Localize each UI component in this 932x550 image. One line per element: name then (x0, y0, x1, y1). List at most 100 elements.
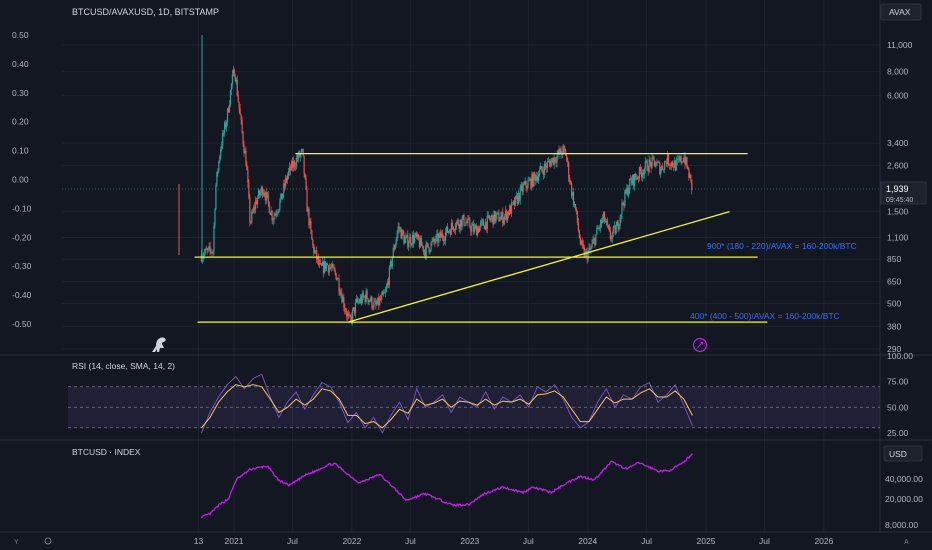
candle-body (238, 101, 240, 109)
candle-body (546, 161, 548, 168)
candle-body (548, 161, 550, 163)
price-pane[interactable] (62, 35, 880, 326)
candle-body (484, 221, 486, 230)
candle-body (496, 212, 498, 216)
candle-body (269, 212, 271, 215)
bottom-label-a[interactable]: A (904, 539, 909, 546)
bottom-label-y[interactable]: Y (14, 539, 19, 546)
candle-body (685, 157, 687, 165)
candle-body (607, 225, 610, 228)
left-percent-axis[interactable]: 0.50 0.40 0.30 0.20 0.10 0.00 -0.10 -0.20 -0.30 -… (12, 30, 32, 329)
candle-body (562, 146, 564, 156)
right-price-axis[interactable]: AVAX 11,000 8,000 6,000 3,400 2,600 1,500 1,10… (879, 0, 922, 532)
candle-body (591, 243, 593, 248)
time-tick-label: 2022 (342, 536, 361, 546)
candle-body (214, 209, 216, 226)
usd-label[interactable]: USD (889, 449, 907, 459)
candle-body (295, 158, 297, 167)
candle-body (655, 165, 657, 167)
annotation-400[interactable]: 400* (400 - 500)/AVAX = 160-200k/BTC (690, 311, 840, 321)
candle-body (501, 212, 503, 217)
rocket-event-icon[interactable] (692, 337, 708, 353)
candle-body (576, 210, 579, 223)
candle-body (690, 174, 692, 180)
candle-body (396, 232, 398, 240)
candle-body (679, 156, 681, 161)
candle-body (571, 192, 574, 196)
candle-body (672, 165, 674, 168)
candle-body (311, 230, 313, 240)
candle-body (300, 150, 302, 155)
candle-body (624, 190, 626, 206)
candle-body (372, 307, 374, 309)
index-pane[interactable]: 40,000.00 20,000.00 8,000.00 (200, 453, 923, 530)
candle-body (235, 79, 237, 82)
candle-body (572, 192, 575, 206)
candle-body (590, 247, 592, 250)
candle-body (387, 281, 390, 285)
price-tick-label: 380 (887, 321, 901, 331)
candle-body (440, 232, 442, 238)
price-scale-label[interactable]: AVAX (889, 7, 911, 17)
candle-body (220, 148, 222, 157)
candle-body (342, 297, 344, 303)
price-tick-label: 650 (887, 277, 901, 287)
candle-body (366, 290, 368, 299)
candle-body (470, 227, 472, 232)
time-axis[interactable]: 13 2021 Jul 2022 Jul 2023 Jul 2024 Jul 2025 Jul 202… (194, 536, 834, 546)
trendlines[interactable] (194, 152, 768, 323)
candle-body (640, 171, 642, 177)
candle-body (333, 267, 335, 270)
candle-body (367, 298, 369, 303)
candle-body (365, 290, 367, 302)
percent-tick-label: 0.00 (12, 175, 29, 185)
candle-body (476, 225, 478, 236)
candle-body (326, 263, 328, 266)
bar-countdown: 09:45:40 (886, 197, 913, 204)
candle-body (384, 291, 387, 293)
candle-body (586, 251, 588, 261)
candle-body (251, 212, 253, 223)
candle-body (502, 212, 504, 224)
dinosaur-logo-icon[interactable] (152, 337, 166, 352)
percent-tick-label: 0.30 (12, 88, 29, 98)
candle-body (594, 238, 596, 245)
candle-body (443, 238, 445, 242)
candle-body (282, 193, 284, 199)
candle-body (224, 122, 226, 133)
candle-body (221, 145, 223, 149)
candle-body (517, 193, 519, 204)
candle-body (308, 209, 310, 226)
candle-body (276, 213, 278, 215)
rsi-pane[interactable]: 100.00 75.00 50.00 25.00 (68, 351, 913, 438)
candle-body (244, 150, 246, 154)
candle-body (538, 175, 540, 181)
candle-body (433, 238, 435, 242)
candle-body (409, 236, 411, 244)
candle-body (371, 296, 373, 308)
candle-body (555, 161, 557, 163)
candle-body (485, 221, 487, 230)
trendline-rising-trend[interactable] (347, 210, 730, 323)
annotation-900[interactable]: 900* (180 - 220)/AVAX = 160-200k/BTC (707, 241, 857, 251)
current-price-badge: 1,939 09:45:40 (880, 181, 927, 205)
candle-body (225, 122, 227, 128)
candle-body (522, 184, 524, 192)
candle-body (429, 250, 431, 252)
candle-body (643, 169, 645, 175)
candle-body (385, 286, 388, 292)
settings-gear-icon[interactable] (44, 537, 52, 545)
usd-label-box[interactable] (883, 445, 923, 462)
candle-body (403, 234, 405, 244)
candle-body (461, 218, 463, 228)
price-scale-label-box[interactable] (880, 3, 922, 21)
candle-body (277, 211, 279, 214)
candle-body (335, 272, 337, 280)
candle-body (297, 152, 299, 160)
time-tick-label: 13 (194, 536, 204, 546)
candle-body (573, 203, 576, 206)
candle-body (413, 236, 416, 243)
candle-body (473, 224, 475, 232)
candle-body (266, 192, 268, 195)
